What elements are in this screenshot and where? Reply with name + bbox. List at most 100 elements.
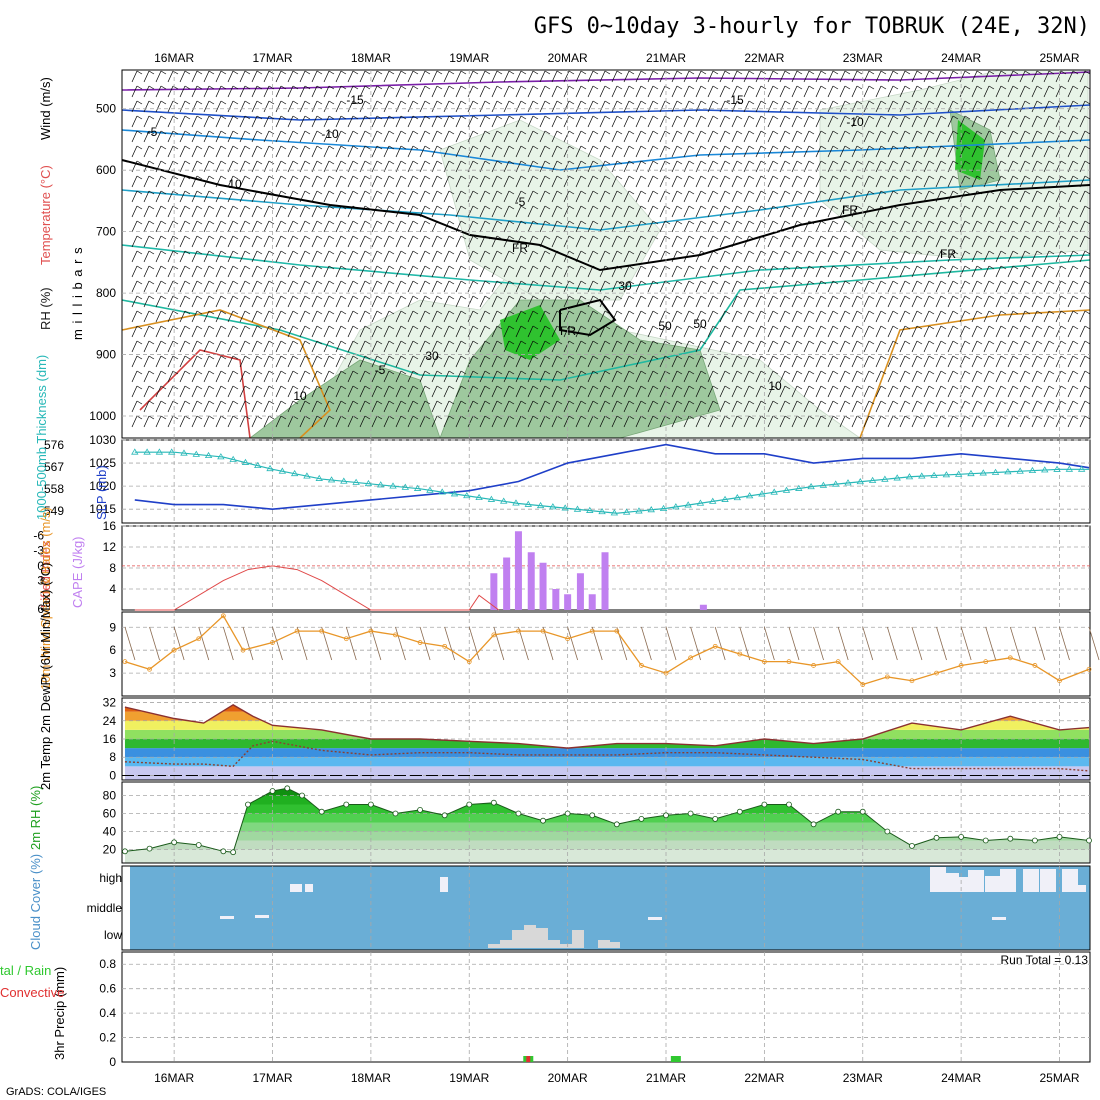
wind-barb bbox=[287, 385, 299, 398]
wind-barb-flag bbox=[304, 310, 311, 315]
wind-barb-shaft bbox=[407, 385, 414, 398]
wind-barb-flag bbox=[904, 250, 911, 255]
wind-barb-flag bbox=[520, 85, 527, 90]
wind-barb bbox=[551, 85, 563, 98]
wind-barb bbox=[719, 310, 731, 323]
wind-barb-shaft bbox=[395, 355, 402, 368]
wind-barb-shaft bbox=[695, 370, 702, 383]
wind-barb-flag bbox=[916, 160, 923, 165]
wind-barb bbox=[923, 100, 935, 113]
wind-barb bbox=[143, 220, 155, 233]
wind-barb-shaft bbox=[755, 205, 762, 218]
wind-barb-shaft bbox=[251, 400, 258, 413]
wind-barb bbox=[311, 85, 323, 98]
wind-barb-shaft bbox=[155, 265, 162, 278]
wind-barb-shaft bbox=[779, 310, 786, 323]
wind-barb-flag bbox=[352, 190, 359, 195]
wind-barb-flag bbox=[400, 280, 407, 285]
wind-barb-shaft bbox=[479, 385, 486, 398]
wind-barb-shaft bbox=[923, 400, 930, 413]
wind-barb-shaft bbox=[599, 295, 606, 308]
wind-barb bbox=[815, 340, 827, 353]
wind-barb-shaft bbox=[731, 115, 738, 128]
wind-barb-shaft bbox=[215, 310, 222, 323]
wind-barb bbox=[299, 115, 311, 128]
wind-barb-shaft bbox=[551, 415, 558, 428]
wind-barb-shaft bbox=[275, 280, 282, 293]
wind-barb-shaft bbox=[407, 115, 414, 128]
wind-barb-flag bbox=[796, 415, 803, 420]
wind-barb-shaft bbox=[803, 115, 810, 128]
wind-barb bbox=[671, 130, 683, 143]
wind-barb bbox=[743, 325, 755, 338]
wind-barb-shaft bbox=[719, 325, 726, 338]
wind-barb-flag bbox=[748, 70, 755, 75]
wind-barb-shaft bbox=[335, 175, 342, 188]
wind-barb-flag bbox=[472, 265, 479, 270]
wind-barb-shaft bbox=[899, 115, 906, 128]
wind-barb-shaft bbox=[599, 280, 606, 293]
wind-barb-flag bbox=[400, 370, 407, 375]
wind-barb-flag bbox=[568, 130, 575, 135]
wind-barb-flag bbox=[712, 145, 719, 150]
wind-barb-flag bbox=[772, 175, 779, 180]
wind-barb-shaft bbox=[263, 220, 270, 233]
wind-barb-flag bbox=[640, 85, 647, 90]
wind-barb-flag bbox=[688, 100, 695, 105]
wind-barb-flag bbox=[604, 385, 611, 390]
wind-barb-shaft bbox=[443, 235, 450, 248]
wind-barb-shaft bbox=[899, 415, 906, 428]
wind-barb-shaft bbox=[287, 220, 294, 233]
wind-barb-flag bbox=[328, 250, 335, 255]
wind-barb bbox=[611, 70, 623, 83]
wind-barb bbox=[887, 415, 899, 428]
wind-barb bbox=[815, 355, 827, 368]
wind-barb-shaft bbox=[167, 400, 174, 413]
wind-barb-shaft bbox=[707, 370, 714, 383]
wind-barb-shaft bbox=[563, 265, 570, 278]
wind-barb bbox=[383, 205, 395, 218]
wind-barb bbox=[563, 190, 575, 203]
wind-barb-flag bbox=[268, 130, 275, 135]
wind-barb-shaft bbox=[395, 295, 402, 308]
wind-barb-shaft bbox=[455, 220, 462, 233]
wind-barb-shaft bbox=[371, 295, 378, 308]
wind-barb-flag bbox=[688, 265, 695, 270]
wind-barb-flag bbox=[220, 415, 227, 420]
wind-barb-flag bbox=[820, 115, 827, 120]
wind-barb bbox=[335, 190, 347, 203]
wind-barb-shaft bbox=[371, 280, 378, 293]
wind-barb-shaft bbox=[791, 220, 798, 233]
wind-barb bbox=[407, 235, 419, 248]
wind-barb bbox=[611, 400, 623, 413]
wind-barb-shaft bbox=[503, 310, 510, 323]
wind-barb bbox=[443, 130, 455, 143]
wind-barb-flag bbox=[496, 325, 503, 330]
wind-barb-flag bbox=[196, 340, 203, 345]
wind-barb-flag bbox=[532, 280, 539, 285]
wind-barb bbox=[431, 310, 443, 323]
wind-barb bbox=[839, 85, 851, 98]
wind-barb bbox=[947, 100, 959, 113]
wind-barb-flag bbox=[172, 130, 179, 135]
wind-barb bbox=[803, 175, 815, 188]
wind-barb-shaft bbox=[443, 175, 450, 188]
wind-barb-shaft bbox=[923, 235, 930, 248]
wind-barb-flag bbox=[808, 370, 815, 375]
wind-barb-shaft bbox=[887, 370, 894, 383]
wind-barb bbox=[131, 280, 143, 293]
wind-barb-flag bbox=[820, 280, 827, 285]
wind-barb-shaft bbox=[227, 175, 234, 188]
wind-barb-shaft bbox=[779, 100, 786, 113]
wind-barb-flag bbox=[532, 220, 539, 225]
wind-barb-flag bbox=[256, 265, 263, 270]
wind-barb-flag bbox=[364, 385, 371, 390]
wind-barb bbox=[443, 220, 455, 233]
wind-barb bbox=[155, 100, 167, 113]
wind-barb-flag bbox=[568, 370, 575, 375]
wind-barb-flag bbox=[352, 175, 359, 180]
wind-barb-flag bbox=[832, 310, 839, 315]
wind-barb-shaft bbox=[887, 175, 894, 188]
wind-barb-shaft bbox=[827, 250, 834, 263]
wind-barb-flag bbox=[208, 145, 215, 150]
